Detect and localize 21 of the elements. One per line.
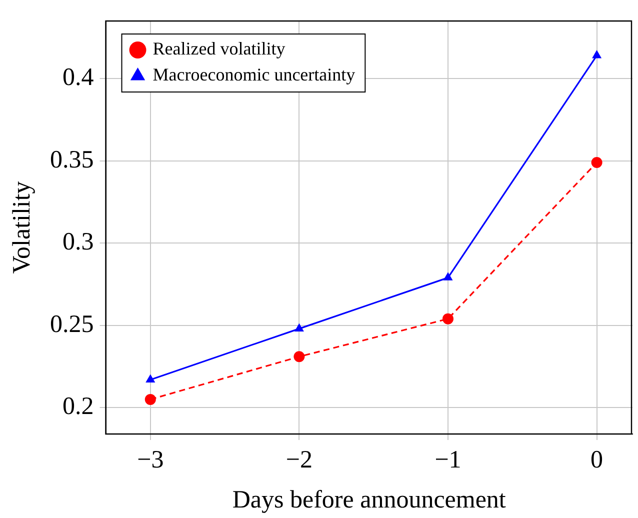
legend-label: Realized volatility [152, 38, 286, 59]
point [144, 394, 156, 405]
point [442, 313, 454, 324]
x-axis-title: Days before announcement [232, 486, 506, 514]
point [146, 374, 156, 382]
x-tick-label: −1 [434, 446, 462, 474]
x-tick-label: −3 [137, 446, 164, 474]
y-axis-title: Volatility [8, 180, 36, 274]
point [443, 272, 453, 280]
point [294, 323, 304, 332]
point [591, 157, 602, 168]
y-tick-label: 0.4 [62, 64, 94, 92]
y-tick-label: 0.3 [62, 228, 94, 256]
y-tick-label: 0.25 [50, 310, 94, 338]
y-tick-label: 0.35 [50, 146, 94, 174]
x-tick-label: 0 [590, 446, 604, 474]
y-tick-label: 0.2 [62, 393, 94, 420]
point [294, 351, 305, 362]
x-tick-label: −2 [286, 446, 312, 474]
point [592, 50, 602, 58]
legend-label: Macroeconomic uncertainty [152, 64, 356, 85]
